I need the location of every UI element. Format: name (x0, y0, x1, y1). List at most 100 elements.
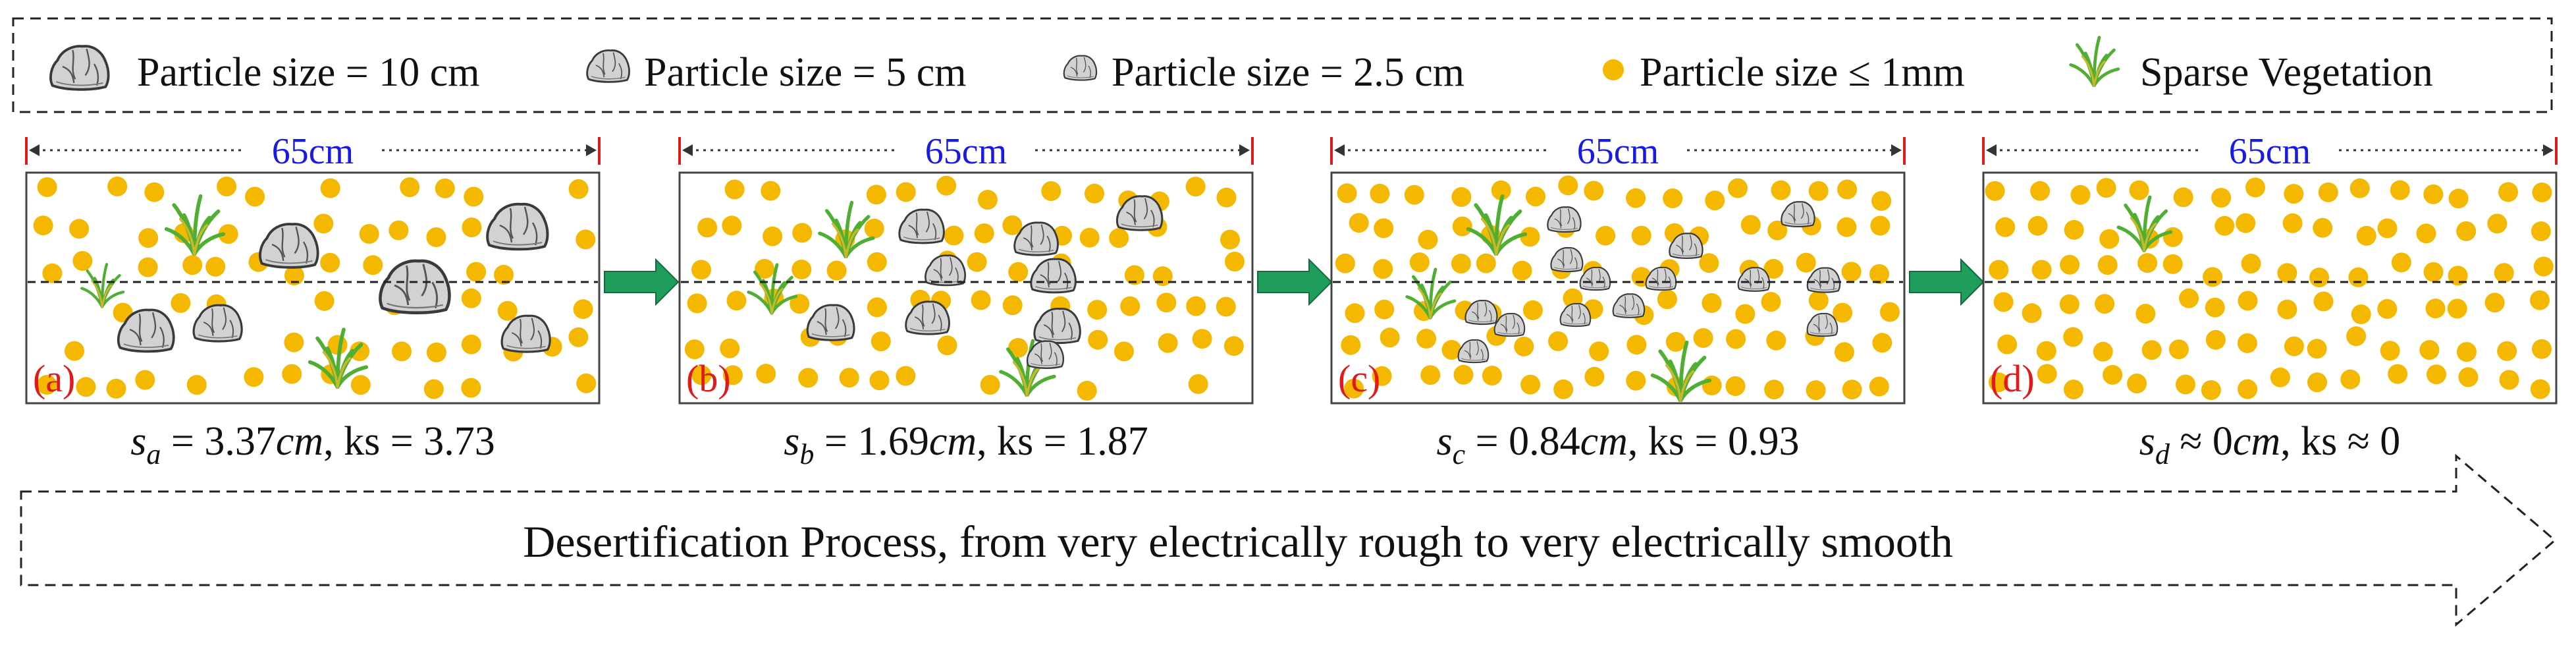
sand-dot (1373, 259, 1393, 279)
sand-dot (245, 186, 265, 207)
sand-dot (1997, 334, 2018, 354)
sand-dot (2377, 218, 2398, 239)
sand-dot (1451, 254, 1471, 273)
sand-dot (2093, 341, 2113, 362)
sand-dot (171, 293, 191, 313)
sand-dot (1993, 292, 2014, 312)
sand-dot (497, 300, 518, 321)
sand-dot (2063, 327, 2083, 347)
sand-dot (573, 299, 593, 320)
sand-dot (2238, 379, 2258, 399)
sand-dot (1631, 225, 1651, 246)
sand-dot (400, 177, 420, 198)
sand-dot (937, 335, 957, 356)
sand-dot (1771, 180, 1791, 200)
sand-dot (2103, 364, 2123, 385)
sand-dot (65, 341, 84, 361)
sand-dot (1124, 265, 1144, 285)
sand-dot (1808, 291, 1829, 311)
sand-dot (1589, 341, 1609, 362)
panel-label: (b) (686, 357, 731, 400)
sand-dot (2313, 291, 2334, 312)
sand-dot (2245, 177, 2265, 198)
sand-dot (867, 297, 887, 318)
sand-dot (763, 226, 783, 246)
sand-dot (1216, 187, 1237, 208)
sand-dot (871, 331, 891, 352)
sand-dot (1548, 331, 1569, 351)
sand-dot (2416, 223, 2436, 244)
sand-dot (576, 373, 597, 393)
sand-dot (867, 252, 887, 272)
sand-dot (1871, 191, 1892, 211)
sand-dot (1726, 329, 1746, 349)
sand-dot (2532, 183, 2552, 202)
sand-dot (792, 223, 813, 243)
sand-dot (2340, 369, 2361, 389)
sand-dot (691, 365, 712, 385)
sand-dot (389, 220, 409, 240)
sand-dot (2419, 340, 2440, 360)
sand-dot (320, 178, 340, 198)
sand-dot (1880, 302, 1900, 322)
sand-dot (1344, 378, 1364, 399)
sand-dot (1341, 335, 1361, 355)
sand-dot (2318, 182, 2338, 202)
legend-label-5cm: Particle size = 5 cm (644, 50, 966, 95)
sand-dot (2484, 293, 2505, 313)
sand-dot (2162, 227, 2183, 247)
sand-dot (42, 263, 63, 283)
sand-dot (2456, 221, 2477, 241)
sand-dot (1740, 215, 1761, 235)
sand-dot (1225, 252, 1245, 271)
sand-dot (977, 190, 998, 210)
sand-dot (2494, 263, 2514, 283)
sand-dot (2270, 367, 2290, 387)
sand-dot (697, 217, 718, 238)
sand-dot (1374, 218, 1394, 239)
rock-large-icon (49, 45, 110, 91)
sand-dot (980, 375, 1000, 395)
sand-dot (1995, 217, 2016, 237)
sand-dot (2064, 380, 2083, 400)
flow-arrow (1909, 258, 1985, 306)
sand-dot (896, 366, 916, 386)
sand-dot (461, 378, 481, 398)
sand-dot (205, 256, 226, 277)
sand-dot (1512, 260, 1532, 281)
sand-dot (1989, 372, 2008, 393)
sand-dot (2487, 213, 2508, 234)
sand-dot (2031, 260, 2052, 280)
sand-dot (1335, 253, 1355, 273)
sand-dot (798, 368, 818, 388)
sand-dot (1657, 289, 1677, 310)
sand-dot (186, 375, 207, 395)
sand-dot (2356, 225, 2376, 246)
sand-dot (182, 255, 203, 275)
rock-small-icon (1063, 55, 1098, 81)
sand-dot (2423, 184, 2444, 204)
sand-dot (1833, 302, 1853, 323)
sand-dot (1766, 330, 1786, 351)
width-label: 65cm (925, 131, 1007, 172)
sand-dot (2377, 298, 2398, 319)
sand-dot (2137, 253, 2158, 273)
sand-dot (2425, 298, 2446, 319)
sand-dot (1693, 328, 1713, 348)
sand-dot (1626, 370, 1646, 391)
sand-dot (2530, 290, 2550, 310)
sand-dot (423, 379, 444, 399)
sand-dot (1728, 178, 1748, 198)
roughness-formula: sa = 3.37cm, ks = 3.73 (130, 419, 495, 470)
sand-dot (1870, 215, 1891, 236)
sand-dot (1002, 295, 1023, 316)
sand-dot (1109, 228, 1129, 248)
dimension-arrowhead-right (586, 144, 597, 156)
sand-dot (313, 213, 334, 234)
sand-dot (350, 375, 371, 395)
sand-dot (1764, 380, 1784, 400)
roughness-formula: sd ≈ 0cm, ks ≈ 0 (2139, 419, 2401, 470)
sand-dot (1522, 300, 1543, 320)
sand-dot (1337, 183, 1357, 204)
